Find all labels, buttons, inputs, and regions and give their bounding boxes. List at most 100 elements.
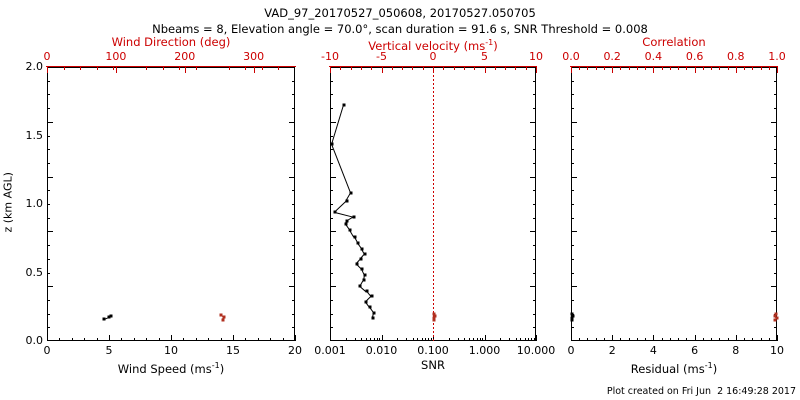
- y-tick-label: 0.0: [25, 334, 44, 347]
- x-tick-top-minor: [453, 67, 455, 70]
- y-tick: [533, 245, 536, 247]
- x-tick-top-minor: [261, 67, 263, 70]
- x-tick-minor: [531, 338, 532, 341]
- y-tick: [330, 135, 333, 137]
- plot-panel-3: [571, 67, 777, 341]
- y-tick: [289, 176, 295, 178]
- plot-subtitle: Nbeams = 8, Elevation angle = 70.0°, sca…: [152, 22, 648, 36]
- y-tick: [47, 204, 50, 205]
- y-tick: [330, 258, 333, 260]
- x-tick-top-minor: [645, 67, 647, 70]
- x-tick-minor: [509, 338, 511, 341]
- y-tick: [774, 327, 777, 329]
- x-tick-minor: [96, 338, 98, 341]
- y-tick: [292, 149, 295, 151]
- x-tick-minor: [183, 338, 185, 341]
- x-tick-minor: [345, 338, 347, 341]
- y-tick: [47, 258, 50, 260]
- x-tick-top-minor: [579, 67, 581, 70]
- y-tick: [292, 258, 295, 260]
- y-tick: [289, 231, 295, 233]
- x-tick-minor: [645, 338, 647, 341]
- x-tick-label: 10: [770, 344, 784, 357]
- x-tick-minor: [84, 338, 86, 341]
- x-tick-top-minor: [494, 67, 496, 70]
- x-axis-top-label-3: Correlation: [642, 35, 706, 49]
- x-tick-major: [694, 335, 696, 341]
- data-point-marker: [364, 300, 368, 304]
- x-tick-minor: [524, 338, 526, 341]
- y-tick: [571, 286, 577, 288]
- x-tick-label: 0: [567, 344, 575, 357]
- data-point-marker: [363, 252, 367, 256]
- x-tick-minor: [425, 338, 427, 341]
- x-tick-top-minor: [245, 67, 247, 70]
- x-tick-minor: [678, 338, 680, 341]
- x-tick-minor: [476, 338, 478, 341]
- y-tick: [774, 245, 777, 247]
- x-tick-top-minor: [402, 67, 404, 70]
- x-tick-minor: [379, 338, 381, 341]
- y-tick: [47, 272, 50, 274]
- y-tick: [330, 108, 333, 110]
- y-tick: [330, 245, 333, 247]
- y-tick: [330, 80, 333, 82]
- y-tick: [330, 162, 333, 164]
- y-tick: [330, 94, 333, 96]
- x-tick-minor: [528, 338, 530, 341]
- y-tick: [47, 176, 53, 178]
- x-tick-top-minor: [595, 67, 597, 70]
- top-axis-line-3: [570, 66, 778, 67]
- data-point-marker: [359, 257, 363, 261]
- y-tick: [571, 245, 574, 247]
- y-tick: [774, 135, 777, 137]
- y-tick: [571, 327, 574, 329]
- data-point-marker: [432, 318, 436, 322]
- x-tick-minor: [430, 338, 432, 341]
- data-point-marker: [773, 314, 777, 318]
- x-axis-top-label-1: Wind Direction (deg): [111, 35, 231, 49]
- x-tick-minor: [661, 338, 663, 341]
- x-tick-minor: [133, 338, 135, 341]
- x-tick-minor: [457, 338, 459, 341]
- y-tick: [47, 327, 50, 329]
- x-tick-minor: [686, 338, 688, 341]
- x-tick-minor: [468, 338, 470, 341]
- y-tick: [774, 204, 777, 205]
- x-tick-top-major: [735, 67, 737, 73]
- x-tick-top-label: -10: [321, 50, 339, 63]
- x-tick-minor: [257, 338, 259, 341]
- data-point-marker: [109, 314, 113, 318]
- x-tick-label: 20: [288, 344, 302, 357]
- y-tick: [289, 121, 295, 123]
- data-point-marker: [363, 273, 367, 277]
- y-tick: [774, 80, 777, 82]
- y-tick: [289, 286, 295, 288]
- y-tick: [530, 231, 536, 233]
- x-tick-minor: [354, 338, 356, 341]
- y-tick: [330, 149, 333, 151]
- y-tick: [292, 94, 295, 96]
- x-tick-top-major: [653, 67, 655, 73]
- x-tick-minor: [376, 338, 378, 341]
- data-point-marker: [571, 314, 575, 318]
- x-tick-minor: [220, 338, 222, 341]
- y-tick: [771, 121, 777, 123]
- x-tick-minor: [711, 338, 713, 341]
- y-tick: [47, 299, 50, 301]
- x-tick-minor: [533, 338, 535, 341]
- x-tick-top-minor: [80, 67, 82, 70]
- x-tick-minor: [669, 338, 671, 341]
- x-axis-top-label-2: Vertical velocity (ms-1): [368, 38, 498, 53]
- data-point-marker: [353, 235, 357, 239]
- y-tick: [533, 327, 536, 329]
- x-tick-minor: [406, 338, 408, 341]
- y-tick: [47, 286, 53, 288]
- y-tick: [533, 217, 536, 219]
- x-tick-top-minor: [628, 67, 630, 70]
- x-tick-top-minor: [350, 67, 352, 70]
- x-tick-minor: [636, 338, 638, 341]
- x-tick-top-minor: [727, 67, 729, 70]
- y-tick: [571, 190, 574, 192]
- x-tick-major: [109, 335, 110, 341]
